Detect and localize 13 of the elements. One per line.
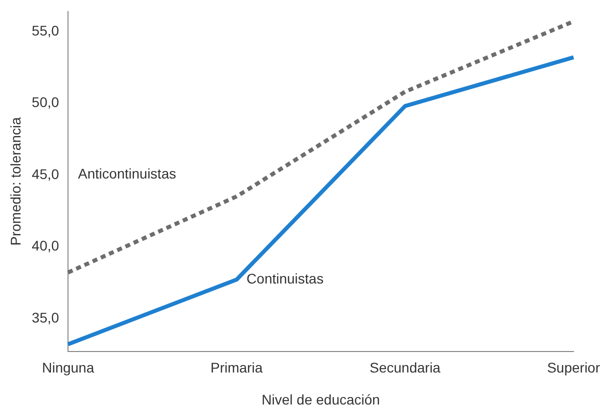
x-tick-label: Primaria (210, 360, 263, 376)
y-tick-label: 50,0 (32, 94, 60, 110)
y-axis-title: Promedio: tolerancia (7, 116, 24, 246)
x-tick-label: Ninguna (42, 360, 94, 376)
y-tick-label: 40,0 (32, 238, 60, 254)
series-label: Continuistas (246, 270, 324, 287)
x-axis-title: Nivel de educación (262, 391, 380, 408)
y-tick-label: 55,0 (32, 22, 60, 38)
x-tick-label: Superior (547, 360, 600, 376)
y-tick-label: 45,0 (32, 166, 60, 182)
x-tick-label: Secundaria (370, 360, 441, 376)
text: Anticontinuistas (78, 165, 176, 182)
y-tick-label: 35,0 (32, 309, 60, 326)
